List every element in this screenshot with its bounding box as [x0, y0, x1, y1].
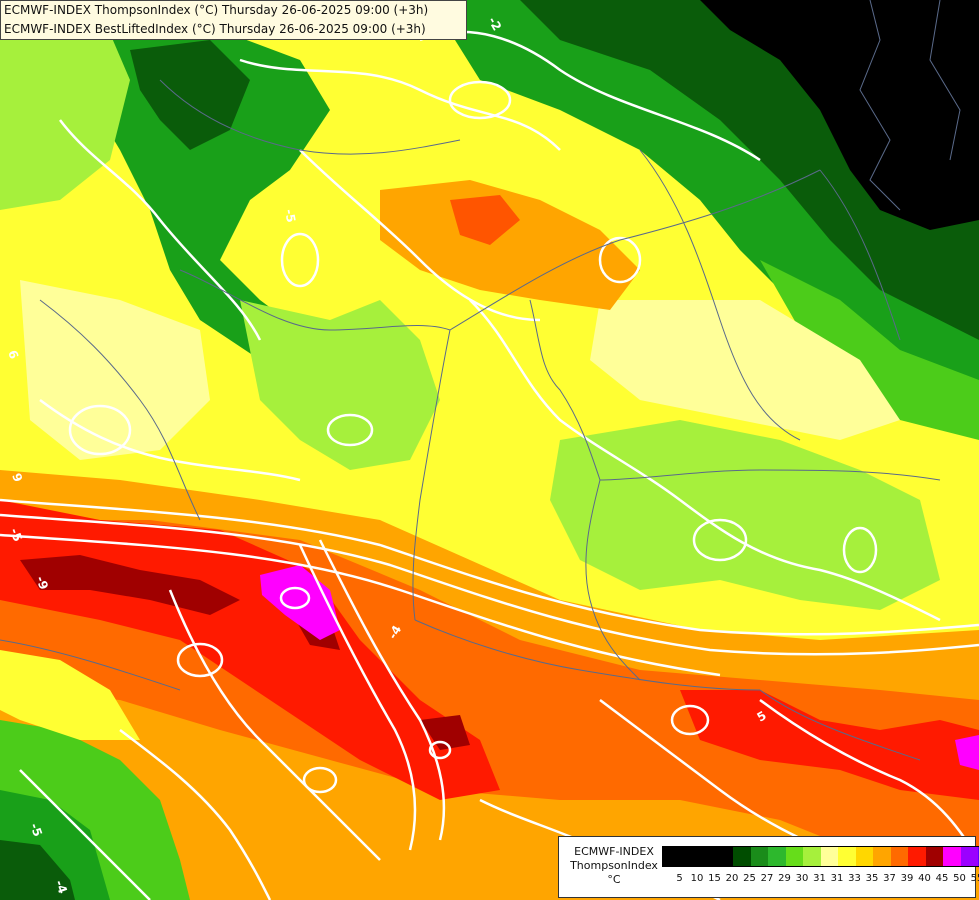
contour-label: -5 [27, 821, 45, 838]
title-thompson-index: ECMWF-INDEX ThompsonIndex (°C) Thursday … [4, 3, 429, 17]
legend-swatch [698, 847, 716, 866]
legend-swatch [873, 847, 891, 866]
legend-swatch [960, 847, 978, 866]
legend-swatch [663, 847, 681, 866]
legend-tick: 39 [900, 873, 914, 884]
region-green-nw [90, 30, 330, 360]
legend-swatch [803, 847, 821, 866]
legend-tick: 35 [865, 873, 879, 884]
region-yellow-sw [0, 650, 140, 740]
legend-swatch [785, 847, 803, 866]
legend-title: ECMWF-INDEX ThompsonIndex °C [565, 845, 663, 887]
contour-label-group: -2 -5 6 -9 -5 -4 9 5 -5 -4 [5, 15, 769, 896]
legend-swatch [820, 847, 838, 866]
color-legend: ECMWF-INDEX ThompsonIndex °C 5 10 15 20 25 27… [558, 836, 979, 898]
contour-lines [0, 30, 979, 900]
legend-tick: 40 [918, 873, 931, 884]
legend-title-line1: ECMWF-INDEX [574, 845, 654, 858]
region-orange-north-center [380, 180, 640, 310]
region-bright-green-ne [760, 260, 979, 440]
legend-tick: 10 [690, 873, 704, 884]
region-pale-east [590, 300, 900, 440]
legend-tick: 5 [676, 873, 683, 884]
country-borders [0, 0, 961, 761]
contour-label: -2 [485, 15, 504, 34]
legend-tick: 37 [883, 873, 896, 884]
legend-tick: 45 [935, 873, 949, 884]
legend-swatch [768, 847, 786, 866]
region-dark-green-nw [130, 40, 250, 150]
legend-tick: 27 [760, 873, 774, 884]
contour-label: -4 [385, 623, 404, 642]
title-best-lifted-index: ECMWF-INDEX BestLiftedIndex (°C) Thursda… [4, 22, 426, 36]
legend-tick: 29 [778, 873, 791, 884]
legend-swatch [943, 847, 961, 866]
region-darkest-green-sw [0, 840, 75, 900]
region-light-green-east [550, 420, 940, 610]
region-dark-red [20, 555, 240, 615]
region-dark-orange-north [450, 195, 520, 245]
legend-swatch [925, 847, 943, 866]
legend-swatch [715, 847, 733, 866]
legend-tick: 25 [743, 873, 756, 884]
legend-tick-labels: 5101520252729303131333537394045505560 [662, 873, 979, 887]
legend-swatch [890, 847, 908, 866]
contour-label: -5 [282, 208, 298, 224]
contour-label: -9 [33, 574, 51, 591]
legend-swatch [680, 847, 698, 866]
legend-swatch [750, 847, 768, 866]
legend-tick: 33 [848, 873, 861, 884]
region-light-green-center [240, 300, 440, 470]
region-magenta-se [955, 735, 979, 770]
legend-swatch [908, 847, 926, 866]
legend-tick: 31 [813, 873, 826, 884]
legend-color-scale [662, 846, 979, 867]
legend-tick: 15 [708, 873, 721, 884]
legend-swatch [838, 847, 856, 866]
region-pale-west [20, 280, 210, 460]
contour-label: -4 [52, 878, 70, 895]
legend-tick: 20 [725, 873, 739, 884]
legend-tick: 31 [830, 873, 844, 884]
legend-swatch [855, 847, 873, 866]
legend-title-line2: ThompsonIndex [570, 859, 658, 872]
region-dark-red-3 [420, 715, 470, 750]
legend-unit: °C [607, 873, 621, 886]
region-magenta [260, 565, 340, 640]
legend-tick: 55 [970, 873, 979, 884]
contour-label: -5 [7, 526, 25, 543]
region-black-ne [700, 0, 979, 230]
legend-swatch [733, 847, 751, 866]
map-title-box: ECMWF-INDEX ThompsonIndex (°C) Thursday … [0, 0, 467, 40]
legend-tick: 50 [953, 873, 966, 884]
legend-tick: 30 [795, 873, 809, 884]
